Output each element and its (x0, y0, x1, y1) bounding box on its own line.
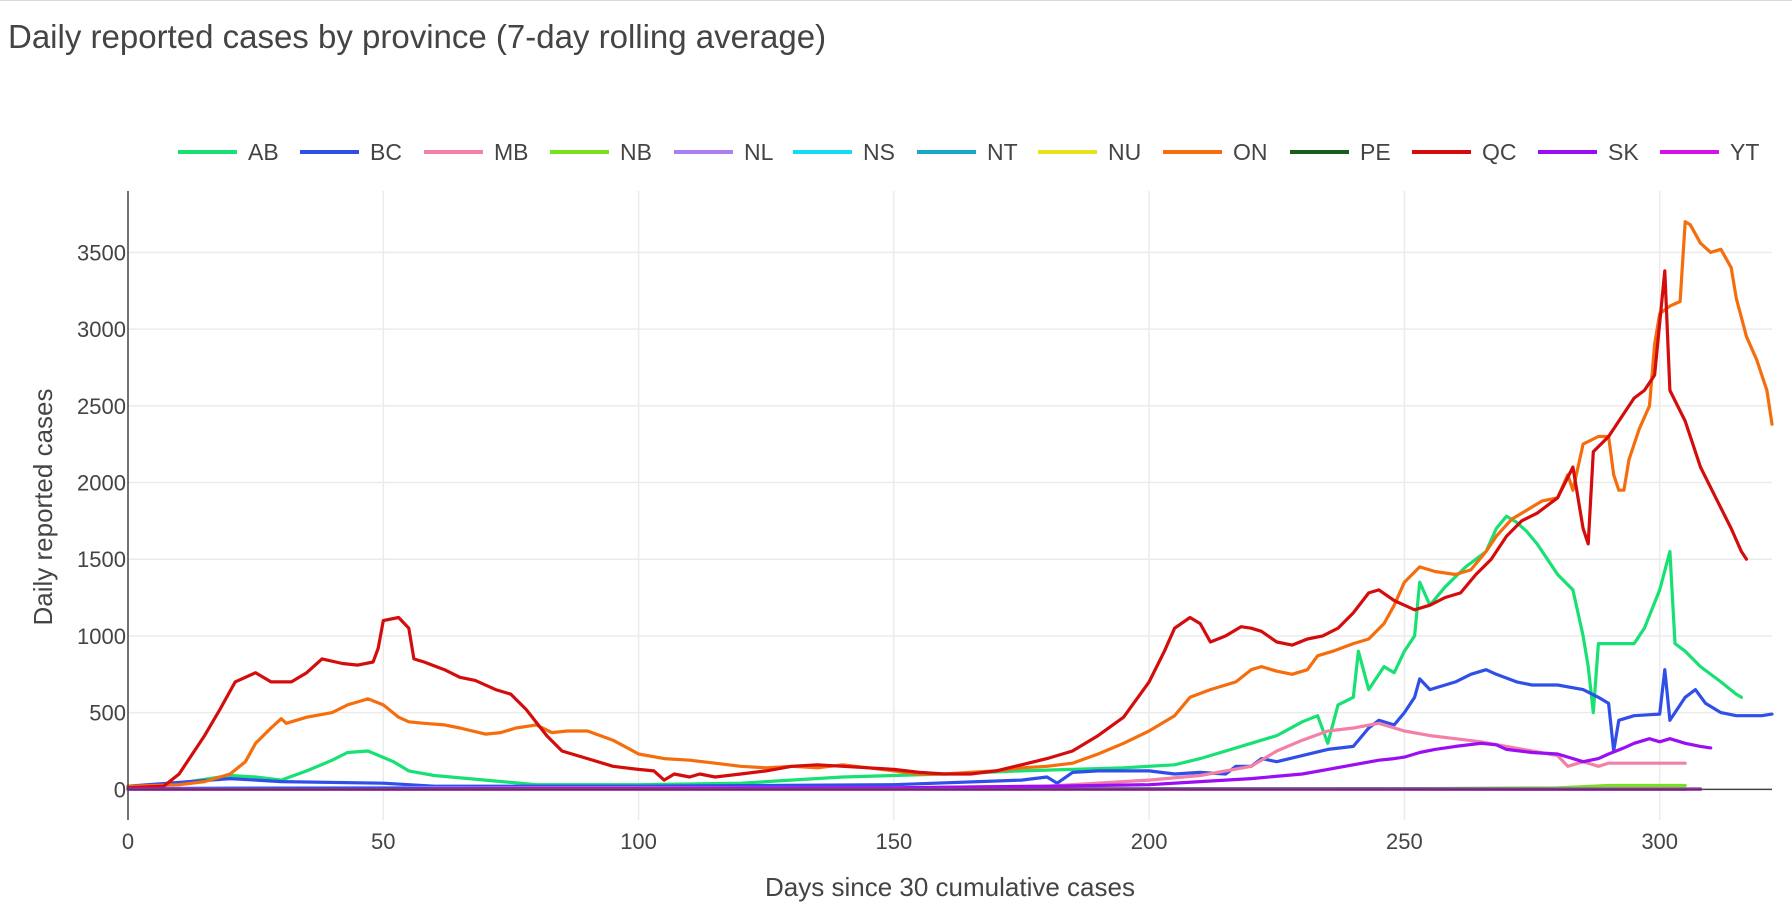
series-line-bc (128, 670, 1772, 787)
legend-label: NU (1108, 139, 1141, 165)
y-tick-label: 2000 (77, 470, 126, 495)
legend-item-nb[interactable]: NB (550, 139, 652, 165)
x-tick-label: 50 (371, 829, 395, 854)
legend-label: BC (370, 139, 402, 165)
x-tick-label: 300 (1641, 829, 1678, 854)
legend-label: YT (1730, 139, 1759, 165)
y-tick-label: 1000 (77, 624, 126, 649)
legend-label: QC (1482, 139, 1517, 165)
y-tick-label: 3000 (77, 317, 126, 342)
legend-label: PE (1360, 139, 1391, 165)
legend-label: NL (744, 139, 774, 165)
legend-item-pe[interactable]: PE (1290, 139, 1391, 165)
legend-item-ab[interactable]: AB (178, 139, 279, 165)
y-tick-label: 0 (114, 777, 126, 802)
legend-label: MB (494, 139, 529, 165)
legend-label: AB (248, 139, 279, 165)
x-tick-label: 150 (875, 829, 912, 854)
legend-item-qc[interactable]: QC (1412, 139, 1517, 165)
y-tick-label: 1500 (77, 547, 126, 572)
legend-label: NS (863, 139, 895, 165)
legend-item-on[interactable]: ON (1163, 139, 1268, 165)
gridlines (128, 191, 1772, 820)
x-tick-label: 0 (122, 829, 134, 854)
x-tick-label: 100 (620, 829, 657, 854)
legend-item-nu[interactable]: NU (1038, 139, 1141, 165)
y-tick-label: 500 (89, 701, 126, 726)
series-line-on (128, 222, 1772, 787)
legend-item-sk[interactable]: SK (1538, 139, 1639, 165)
top-divider (0, 0, 1792, 1)
legend[interactable]: AB BC MB NB NL NS NT NU ON PE QC SK YT (178, 139, 1759, 165)
y-tick-label: 3500 (77, 240, 126, 265)
legend-item-ns[interactable]: NS (793, 139, 895, 165)
legend-item-mb[interactable]: MB (424, 139, 529, 165)
y-tick-label: 2500 (77, 394, 126, 419)
legend-item-nl[interactable]: NL (674, 139, 774, 165)
legend-label: NT (987, 139, 1018, 165)
series-line-mb (128, 723, 1685, 788)
chart-title: Daily reported cases by province (7-day … (8, 18, 826, 55)
x-axis-label: Days since 30 cumulative cases (765, 872, 1135, 902)
x-tick-label: 250 (1386, 829, 1423, 854)
legend-item-bc[interactable]: BC (300, 139, 402, 165)
legend-label: ON (1233, 139, 1268, 165)
legend-label: SK (1608, 139, 1639, 165)
legend-label: NB (620, 139, 652, 165)
series-lines (128, 222, 1772, 790)
legend-item-nt[interactable]: NT (917, 139, 1018, 165)
y-axis-label: Daily reported cases (28, 389, 58, 626)
x-tick-label: 200 (1131, 829, 1168, 854)
legend-item-yt[interactable]: YT (1660, 139, 1759, 165)
